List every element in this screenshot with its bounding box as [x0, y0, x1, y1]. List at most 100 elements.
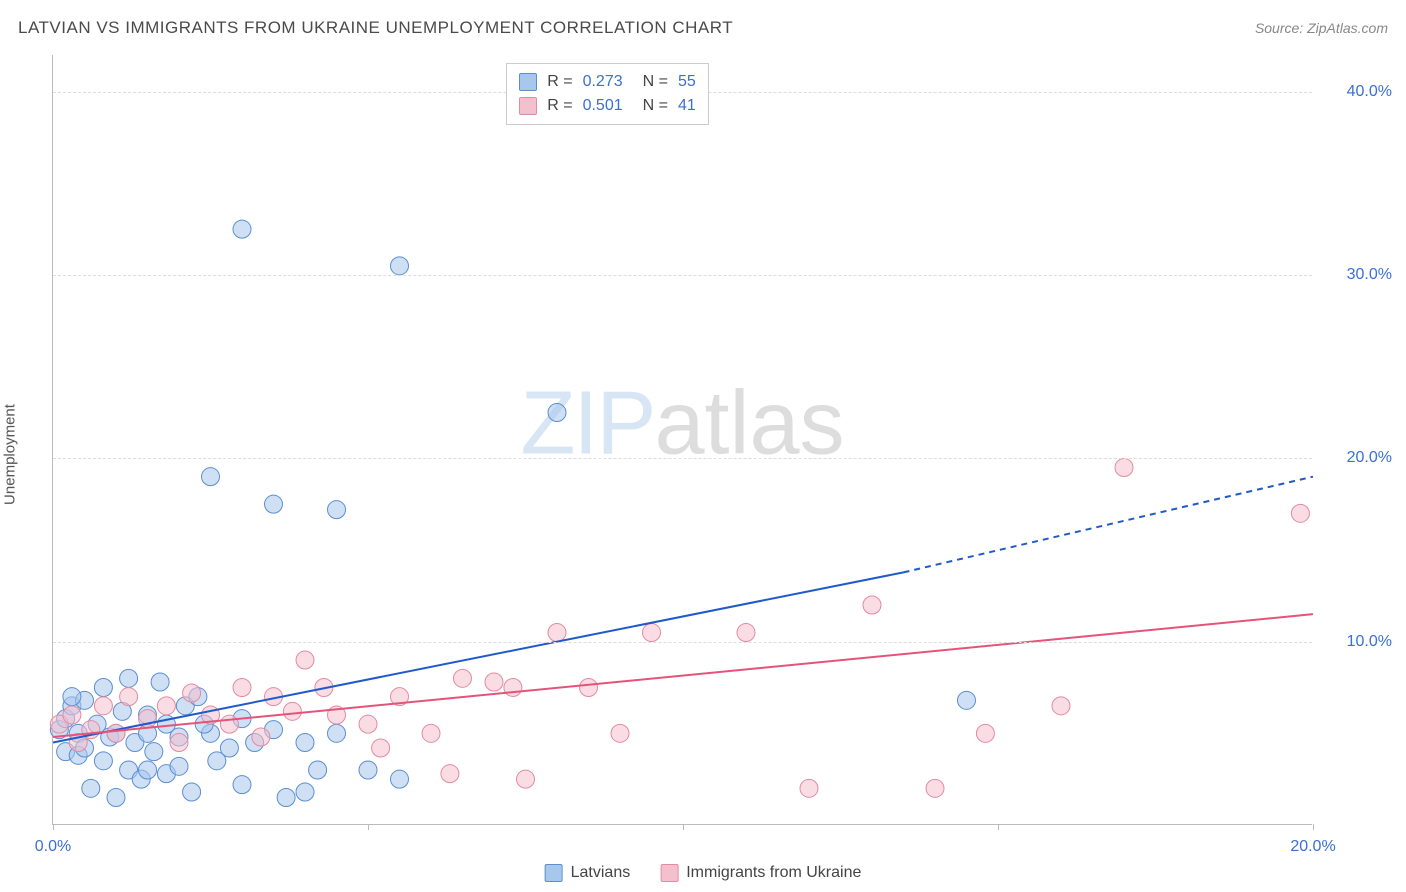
- legend-swatch: [660, 864, 678, 882]
- data-point: [82, 779, 100, 797]
- stats-box: R =0.273N =55R =0.501N =41: [506, 63, 709, 125]
- y-tick-label: 10.0%: [1322, 633, 1392, 651]
- series-swatch: [519, 97, 537, 115]
- trend-line: [53, 614, 1313, 737]
- data-point: [1115, 459, 1133, 477]
- source-name: ZipAtlas.com: [1307, 20, 1388, 36]
- data-point: [170, 734, 188, 752]
- data-point: [643, 624, 661, 642]
- x-tick: [683, 824, 684, 830]
- stat-r-label: R =: [547, 70, 572, 94]
- data-point: [170, 757, 188, 775]
- gridline: [53, 458, 1312, 459]
- stat-r-value: 0.273: [583, 70, 623, 94]
- data-point: [183, 783, 201, 801]
- x-tick: [53, 824, 54, 830]
- trend-line: [53, 572, 904, 742]
- y-tick-label: 30.0%: [1322, 266, 1392, 284]
- y-axis-label: Unemployment: [2, 404, 19, 505]
- source-attribution: Source: ZipAtlas.com: [1255, 20, 1388, 36]
- data-point: [359, 715, 377, 733]
- data-point: [120, 688, 138, 706]
- source-prefix: Source:: [1255, 20, 1307, 36]
- data-point: [391, 257, 409, 275]
- x-tick: [1313, 824, 1314, 830]
- data-point: [252, 728, 270, 746]
- chart-svg: [53, 55, 1312, 824]
- stat-n-label: N =: [643, 94, 668, 118]
- gridline: [53, 642, 1312, 643]
- data-point: [296, 651, 314, 669]
- data-point: [926, 779, 944, 797]
- trend-line-dashed: [904, 477, 1314, 573]
- data-point: [220, 739, 238, 757]
- data-point: [863, 596, 881, 614]
- data-point: [372, 739, 390, 757]
- stat-r-label: R =: [547, 94, 572, 118]
- data-point: [296, 734, 314, 752]
- series-swatch: [519, 73, 537, 91]
- data-point: [548, 404, 566, 422]
- data-point: [107, 789, 125, 807]
- data-point: [277, 789, 295, 807]
- data-point: [958, 691, 976, 709]
- data-point: [737, 624, 755, 642]
- data-point: [145, 743, 163, 761]
- data-point: [265, 495, 283, 513]
- data-point: [485, 673, 503, 691]
- data-point: [800, 779, 818, 797]
- stat-n-value: 55: [678, 70, 696, 94]
- data-point: [454, 669, 472, 687]
- data-point: [139, 761, 157, 779]
- data-point: [233, 679, 251, 697]
- data-point: [328, 724, 346, 742]
- data-point: [107, 724, 125, 742]
- data-point: [63, 688, 81, 706]
- bottom-legend: Latvians Immigrants from Ukraine: [545, 864, 862, 882]
- data-point: [517, 770, 535, 788]
- data-point: [548, 624, 566, 642]
- data-point: [94, 697, 112, 715]
- y-tick-label: 40.0%: [1322, 83, 1392, 101]
- stat-n-value: 41: [678, 94, 696, 118]
- legend-item: Immigrants from Ukraine: [660, 864, 861, 882]
- data-point: [1052, 697, 1070, 715]
- x-tick: [998, 824, 999, 830]
- stats-row: R = 0.273 N = 55: [519, 70, 696, 94]
- x-tick-label: 20.0%: [1290, 838, 1335, 856]
- data-point: [233, 776, 251, 794]
- legend-label: Immigrants from Ukraine: [686, 864, 861, 882]
- data-point: [157, 697, 175, 715]
- chart-title: LATVIAN VS IMMIGRANTS FROM UKRAINE UNEMP…: [18, 18, 733, 38]
- data-point: [183, 684, 201, 702]
- data-point: [309, 761, 327, 779]
- data-point: [976, 724, 994, 742]
- data-point: [391, 770, 409, 788]
- data-point: [233, 220, 251, 238]
- legend-label: Latvians: [571, 864, 631, 882]
- data-point: [422, 724, 440, 742]
- data-point: [328, 501, 346, 519]
- stats-row: R =0.501N =41: [519, 94, 696, 118]
- x-tick-label: 0.0%: [35, 838, 71, 856]
- data-point: [611, 724, 629, 742]
- x-tick: [368, 824, 369, 830]
- data-point: [296, 783, 314, 801]
- data-point: [220, 715, 238, 733]
- legend-item: Latvians: [545, 864, 631, 882]
- legend-swatch: [545, 864, 563, 882]
- data-point: [63, 706, 81, 724]
- data-point: [1291, 504, 1309, 522]
- y-tick-label: 20.0%: [1322, 449, 1392, 467]
- data-point: [359, 761, 377, 779]
- data-point: [441, 765, 459, 783]
- data-point: [283, 702, 301, 720]
- data-point: [94, 679, 112, 697]
- data-point: [504, 679, 522, 697]
- data-point: [120, 669, 138, 687]
- stat-n-label: N =: [643, 70, 668, 94]
- gridline: [53, 275, 1312, 276]
- data-point: [151, 673, 169, 691]
- data-point: [580, 679, 598, 697]
- plot-area: ZIPatlas 10.0%20.0%30.0%40.0%0.0%20.0%R …: [52, 55, 1312, 825]
